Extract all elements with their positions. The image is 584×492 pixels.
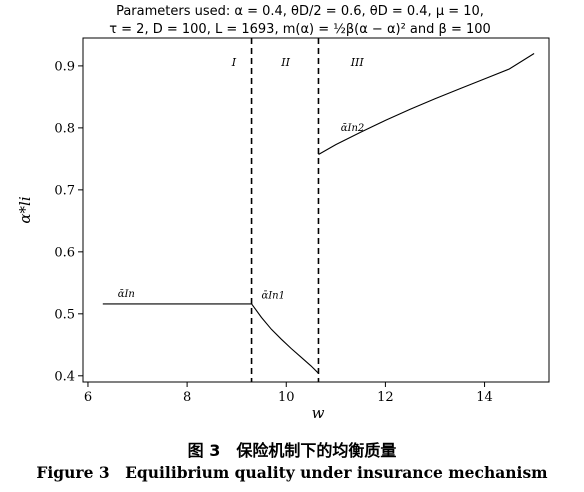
region-label: I — [231, 56, 237, 69]
series-label: ᾱIn — [118, 289, 135, 300]
series-lines — [102, 53, 535, 374]
series-label: ᾱIn1 — [261, 290, 285, 301]
figure-caption-en: Figure 3 Equilibrium quality under insur… — [36, 463, 548, 482]
y-tick-label: 0.4 — [54, 369, 75, 384]
chart-title-line2: τ = 2, D = 100, L = 1693, m(α) = ½β(α − … — [109, 22, 491, 37]
y-axis-label: α*li — [16, 196, 34, 223]
series-label: ᾱIn2 — [341, 123, 365, 134]
region-label: II — [280, 56, 290, 69]
y-tick-label: 0.7 — [54, 183, 75, 198]
y-tick-label: 0.6 — [54, 245, 75, 260]
chart: Parameters used: α = 0.4, θD/2 = 0.6, θD… — [16, 4, 550, 422]
x-tick-label: 6 — [84, 390, 92, 405]
y-tick-label: 0.8 — [54, 121, 75, 136]
series-line — [318, 53, 535, 155]
region-label: III — [350, 56, 365, 69]
plot-frame — [82, 37, 550, 383]
x-tick-label: 8 — [183, 390, 191, 405]
x-axis-label: w — [312, 404, 325, 422]
y-tick-label: 0.9 — [54, 59, 75, 74]
axis-ticks: 6 8 10 12 14 0.4 0.5 0.6 0.7 0.8 0.9 — [54, 59, 493, 405]
y-tick-label: 0.5 — [54, 307, 75, 322]
x-tick-label: 10 — [278, 390, 295, 405]
region-dividers — [250, 38, 320, 382]
x-tick-label: 14 — [476, 390, 493, 405]
figure-caption-cn: 图 3 保险机制下的均衡质量 — [187, 441, 397, 460]
x-tick-label: 12 — [377, 390, 394, 405]
series-line — [251, 303, 319, 374]
chart-title-line1: Parameters used: α = 0.4, θD/2 = 0.6, θD… — [116, 4, 484, 19]
